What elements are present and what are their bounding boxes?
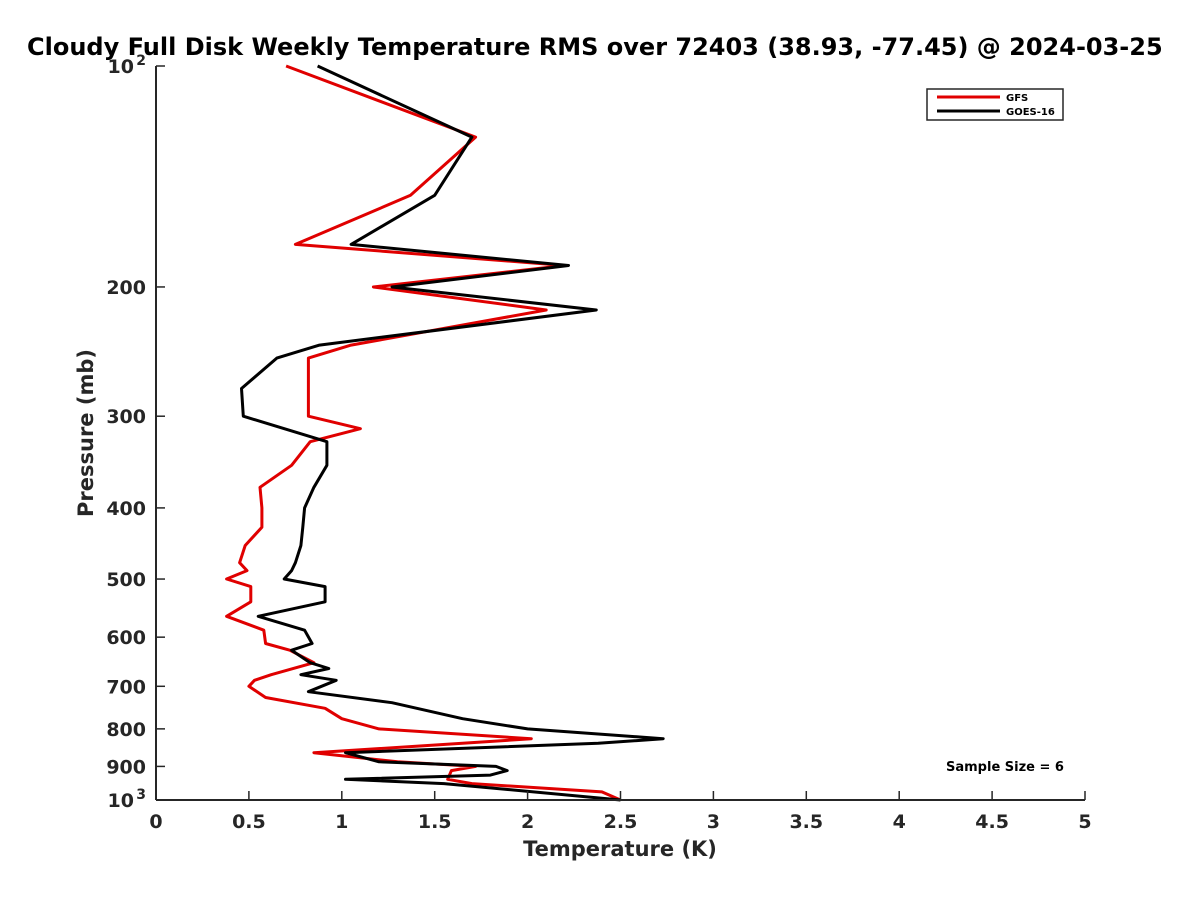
y-tick-label: 10 (108, 790, 134, 812)
series-line-gfs (225, 64, 622, 802)
x-tick-label: 4.5 (975, 811, 1009, 833)
x-tick-label: 1 (335, 811, 348, 833)
series-line-goes16 (240, 64, 665, 802)
x-tick-label: 2.5 (604, 811, 638, 833)
x-tick-label: 0.5 (232, 811, 266, 833)
x-tick-label: 3 (707, 811, 720, 833)
y-tick-label: 10 (108, 56, 134, 78)
y-tick-label: 600 (106, 627, 146, 649)
legend: GFS GOES-16 (926, 88, 1064, 121)
legend-label-goes16: GOES-16 (1006, 107, 1055, 118)
plot-lines (225, 64, 665, 802)
y-tick-label: 900 (106, 756, 146, 778)
y-axis-label: Pressure (mb) (74, 349, 98, 517)
y-tick-label: 300 (106, 406, 146, 428)
y-tick-label: 700 (106, 676, 146, 698)
x-tick-label: 4 (893, 811, 906, 833)
x-tick-label: 5 (1078, 811, 1091, 833)
sample-size-annotation: Sample Size = 6 (946, 760, 1064, 775)
y-tick-label: 200 (106, 277, 146, 299)
legend-label-gfs: GFS (1006, 93, 1028, 104)
x-tick-label: 3.5 (789, 811, 823, 833)
x-tick-label: 0 (149, 811, 162, 833)
y-tick-label: 400 (106, 498, 146, 520)
y-tick-exponent: 2 (136, 53, 146, 69)
y-tick-exponent: 3 (136, 787, 146, 803)
y-tick-label: 500 (106, 569, 146, 591)
x-tick-label: 1.5 (418, 811, 452, 833)
y-tick-label: 800 (106, 719, 146, 741)
chart-title: Cloudy Full Disk Weekly Temperature RMS … (27, 33, 1163, 61)
x-tick-label: 2 (521, 811, 534, 833)
x-ticks: 0 0.5 1 1.5 2 2.5 3 3.5 4 4.5 5 (149, 791, 1092, 833)
x-axis-label: Temperature (K) (523, 837, 717, 861)
legend-box (926, 88, 1064, 121)
